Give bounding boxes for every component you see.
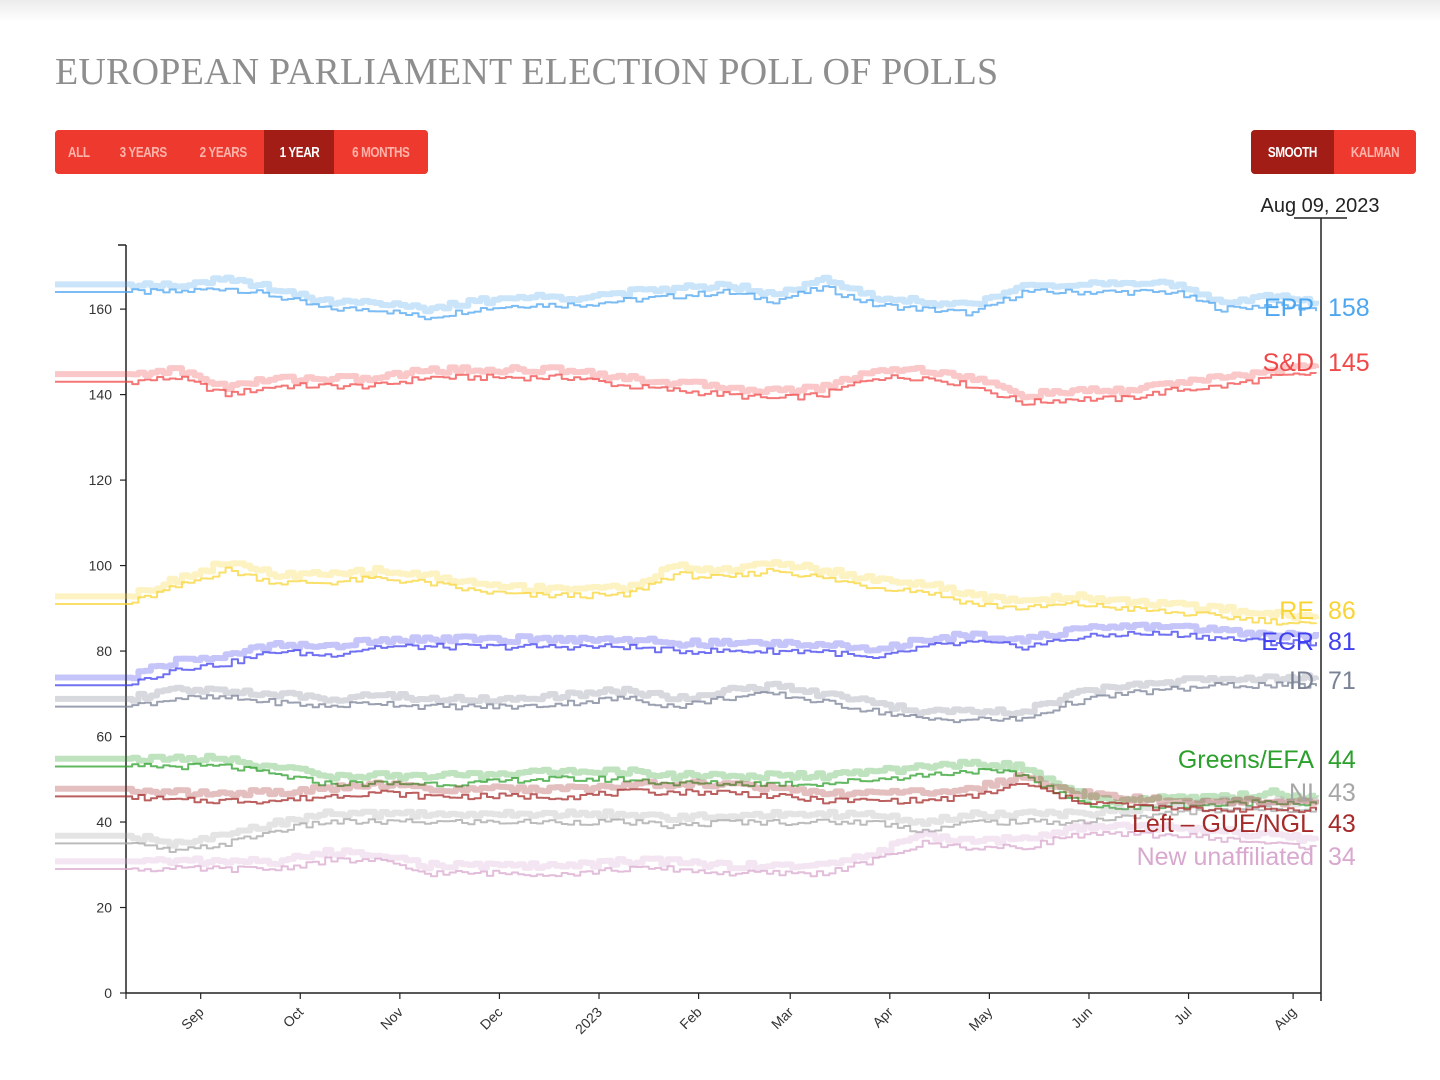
end-label-name-left-gue-ngl: Left – GUE/NGL: [1132, 810, 1314, 838]
end-label-value-id: 71: [1328, 667, 1356, 695]
series-band-new-unaffiliated: [55, 821, 1319, 872]
end-label-name-new-unaffiliated: New unaffiliated: [1137, 843, 1314, 871]
range-3-years-button[interactable]: 3 YEARS: [102, 130, 184, 174]
series-band-epp: [55, 274, 1319, 315]
x-tick-label: Oct: [280, 1004, 307, 1031]
y-tick-label: 100: [89, 558, 113, 574]
y-tick-label: 140: [89, 387, 113, 403]
series-line-id: [55, 681, 1317, 724]
y-tick-label: 80: [96, 643, 112, 659]
x-tick-label: May: [965, 1004, 995, 1034]
series-line-new-unaffiliated: [55, 831, 1317, 878]
y-tick-label: 20: [96, 900, 112, 916]
y-tick-label: 120: [89, 472, 113, 488]
smoothing-method-selector: SMOOTH KALMAN: [1251, 130, 1416, 174]
series-band-ecr: [55, 621, 1319, 682]
x-tick-label: 2023: [572, 1004, 605, 1037]
end-label-value-left-gue-ngl: 43: [1328, 810, 1356, 838]
y-tick-label: 160: [89, 301, 113, 317]
x-tick-label: Jul: [1171, 1004, 1195, 1028]
time-range-selector: ALL 3 YEARS 2 YEARS 1 YEAR 6 MONTHS: [55, 130, 428, 174]
y-tick-label: 60: [96, 729, 112, 745]
end-label-name-s-d: S&D: [1263, 349, 1314, 377]
end-label-name-ni: NI: [1289, 779, 1314, 807]
end-label-value-new-unaffiliated: 34: [1328, 843, 1356, 871]
end-label-name-ecr: ECR: [1261, 628, 1314, 656]
page-title: EUROPEAN PARLIAMENT ELECTION POLL OF POL…: [55, 51, 999, 93]
series-band-greens-efa: [55, 752, 1319, 807]
series-band-ni: [55, 796, 1319, 849]
series-line-ni: [55, 805, 1317, 853]
end-label-value-ecr: 81: [1328, 628, 1356, 656]
series-band-re: [55, 559, 1319, 622]
series-line-re: [55, 566, 1317, 626]
end-label-name-id: ID: [1289, 667, 1314, 695]
x-tick-label: Nov: [377, 1004, 406, 1033]
end-label-value-s-d: 145: [1328, 349, 1370, 377]
series-line-ecr: [55, 630, 1317, 687]
top-shadow-bar: [0, 0, 1440, 22]
range-all-button[interactable]: ALL: [55, 130, 103, 174]
y-tick-label: 40: [96, 814, 112, 830]
series-band-left-gue-ngl: [55, 772, 1319, 808]
end-label-value-greens-efa: 44: [1328, 746, 1356, 774]
series-line-greens-efa: [55, 762, 1317, 811]
x-tick-label: Feb: [676, 1004, 705, 1033]
range-1-year-button[interactable]: 1 YEAR: [263, 130, 335, 174]
series-band-id: [55, 672, 1319, 718]
y-tick-label: 0: [104, 985, 112, 1001]
series-line-epp: [55, 285, 1317, 321]
range-6-months-button[interactable]: 6 MONTHS: [334, 130, 428, 174]
end-label-value-re: 86: [1328, 597, 1356, 625]
end-label-name-re: RE: [1279, 597, 1314, 625]
x-tick-label: Sep: [178, 1004, 207, 1033]
end-label-name-greens-efa: Greens/EFA: [1178, 746, 1314, 774]
x-tick-label: Apr: [869, 1004, 896, 1031]
cursor-date-label: Aug 09, 2023: [1261, 195, 1380, 217]
end-label-name-epp: EPP: [1264, 294, 1314, 322]
series-band-s-d: [55, 362, 1319, 401]
end-label-value-epp: 158: [1328, 294, 1370, 322]
x-tick-label: Dec: [477, 1004, 506, 1033]
kalman-button[interactable]: KALMAN: [1333, 130, 1416, 174]
smooth-button[interactable]: SMOOTH: [1251, 130, 1334, 174]
end-label-value-ni: 43: [1328, 779, 1356, 807]
x-tick-label: Mar: [768, 1004, 797, 1033]
range-2-years-button[interactable]: 2 YEARS: [183, 130, 264, 174]
x-tick-label: Aug: [1270, 1004, 1299, 1033]
x-tick-label: Jun: [1068, 1004, 1095, 1031]
series-line-s-d: [55, 372, 1317, 406]
series-line-left-gue-ngl: [55, 783, 1317, 814]
